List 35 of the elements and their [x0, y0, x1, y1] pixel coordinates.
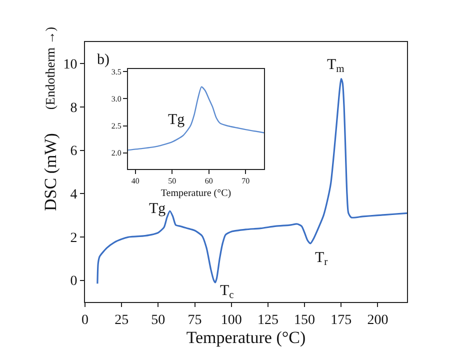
x-tick-label: 175: [330, 312, 352, 328]
x-axis-title: Temperature (°C): [160, 188, 232, 200]
y-tick-label: 3.0: [111, 94, 122, 104]
text: (Endotherm →): [42, 26, 58, 110]
x-tick-label: 50: [168, 176, 176, 186]
y-tick-label: 6: [70, 144, 78, 160]
y-tick-label: 4: [70, 188, 78, 203]
x-axis-title: Temperature (°C): [186, 328, 306, 347]
x-tick-label: 100: [220, 312, 242, 328]
annotation: b): [97, 52, 110, 68]
x-tick-label: 150: [294, 312, 316, 328]
annotation: T$_{c}$: [220, 283, 234, 302]
y-axis-title: DSC (mW): [40, 133, 60, 211]
annotation: Tg: [149, 201, 166, 217]
line-series: [96, 78, 407, 284]
x-tick-label: 75: [188, 312, 202, 328]
x-tick-label: 40: [131, 176, 140, 186]
y-tick-label: 2: [70, 230, 78, 246]
annotation: T$_{m}$: [327, 57, 344, 76]
x-tick-label: 125: [257, 312, 278, 328]
x-tick-label: 60: [204, 176, 213, 186]
x-tick-label: 0: [82, 312, 88, 328]
y-tick-label: 10: [63, 58, 78, 73]
x-tick-label: 70: [242, 176, 250, 186]
y-tick-label: 0: [70, 274, 78, 290]
x-tick-label: 50: [151, 312, 166, 328]
x-tick-label: 200: [367, 312, 388, 328]
y-tick-label: 8: [70, 100, 78, 116]
annotation: Tg: [168, 112, 186, 128]
y-tick-label: 3.5: [111, 68, 122, 76]
x-tick-label: 25: [114, 312, 129, 328]
y-tick-label: 2.0: [111, 148, 122, 158]
line-series: [128, 86, 264, 151]
y-tick-label: 2.5: [111, 122, 122, 131]
annotation: T$_{r}$: [315, 250, 328, 268]
